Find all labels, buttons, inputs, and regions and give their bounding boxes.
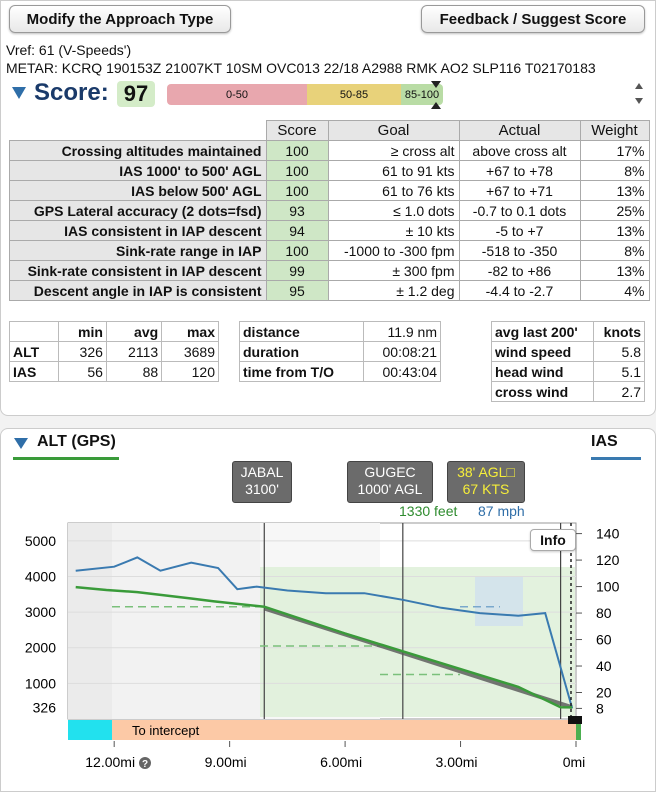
- scroll-down-icon[interactable]: [635, 98, 643, 104]
- gridlines: [68, 540, 576, 684]
- modify-approach-button[interactable]: Modify the Approach Type: [9, 5, 231, 33]
- callout-current: 38' AGL□ 67 KTS: [447, 461, 525, 503]
- header-score: Score: [265, 120, 329, 141]
- speed-window-area: [475, 576, 523, 626]
- table-row: Descent angle in IAP is consistent 95 ± 1.…: [9, 280, 650, 301]
- score-band-low: 0-50: [167, 84, 307, 105]
- table-row: time from T/O 00:43:04: [239, 361, 441, 382]
- y-left-tick: 5000: [25, 533, 56, 549]
- ias-legend-line: [591, 457, 641, 460]
- y-left-tick: 4000: [25, 568, 56, 584]
- alt-readout: 1330 feet: [399, 503, 457, 519]
- y-right-tick: 140: [596, 526, 620, 542]
- cursor-marker: [568, 716, 582, 724]
- y-left-tick: 1000: [25, 675, 56, 691]
- y-right-tick: 80: [596, 605, 612, 621]
- collapse-triangle-icon[interactable]: [12, 87, 26, 99]
- score-table: Score Goal Actual Weight Crossing altitu…: [9, 120, 650, 301]
- y-right-tick: 120: [596, 552, 620, 568]
- y-right-tick: 20: [596, 685, 612, 701]
- score-label: Score:: [34, 79, 109, 106]
- left-axis-label: ALT (GPS): [37, 433, 116, 450]
- x-ticks: 12.00mi 9.00mi 6.00mi 3.00mi 0mi: [85, 741, 585, 770]
- trip-stats-table: distance 11.9 nm duration 00:08:21 time fr…: [239, 321, 441, 382]
- score-value: 97: [117, 81, 155, 107]
- y-right-tick: 8: [596, 700, 604, 716]
- table-row: Sink-rate range in IAP 100 -1000 to -300 f…: [9, 240, 650, 261]
- table-row: IAS consistent in IAP descent 94 ± 10 kts -…: [9, 220, 650, 241]
- right-axis-label: IAS: [591, 433, 618, 450]
- table-row: GPS Lateral accuracy (2 dots=fsd) 93 ≤ 1.0…: [9, 200, 650, 221]
- table-row: ALT 326 2113 3689: [8, 341, 219, 362]
- score-marker-top-icon: [431, 81, 441, 88]
- x-tick: 12.00mi: [85, 754, 135, 770]
- alt-series-line: [75, 585, 573, 709]
- y-left-tick: 3000: [25, 604, 56, 620]
- header-actual: Actual: [458, 120, 581, 141]
- runway-segment: [576, 720, 581, 740]
- table-row: IAS 56 88 120: [8, 361, 219, 382]
- callout-gugec: GUGEC 1000' AGL: [347, 461, 433, 503]
- feedback-button[interactable]: Feedback / Suggest Score: [421, 5, 645, 33]
- x-tick: 9.00mi: [205, 754, 247, 770]
- table-row: wind speed 5.8: [490, 341, 645, 362]
- y-left-tick: 2000: [25, 640, 56, 656]
- y-right-tick: 40: [596, 658, 612, 674]
- header-weight: Weight: [579, 120, 650, 141]
- ias-readout: 87 mph: [478, 503, 525, 519]
- x-tick: 0mi: [563, 754, 586, 770]
- table-row: IAS 1000' to 500' AGL 100 61 to 91 kts +67 …: [9, 160, 650, 181]
- y-left-tick: 326: [33, 699, 57, 715]
- intercept-label: To intercept: [132, 723, 200, 738]
- score-band-mid: 50-85: [307, 84, 401, 105]
- intercept-bar: [68, 720, 576, 740]
- table-row: Sink-rate consistent in IAP descent 99 ± 3…: [9, 260, 650, 281]
- x-tick: 6.00mi: [320, 754, 362, 770]
- table-row: Crossing altitudes maintained 100 ≥ cross …: [9, 140, 650, 161]
- y-right-tick: 100: [596, 579, 620, 595]
- metar-text: METAR: KCRQ 190153Z 21007KT 10SM OVC013 …: [6, 60, 596, 76]
- plot-shade-1: [68, 523, 112, 719]
- plot-shade-2: [112, 523, 260, 719]
- score-marker-bottom-icon: [431, 102, 441, 109]
- scroll-up-icon[interactable]: [635, 83, 643, 89]
- alt-ias-stats-table: min avg max ALT 326 2113 3689 IAS 56 88 120: [8, 321, 219, 382]
- x-tick: 3.00mi: [436, 754, 478, 770]
- score-band-high: 85-100: [401, 84, 443, 105]
- wind-table: avg last 200' knots wind speed 5.8 head wi…: [490, 321, 645, 402]
- help-icon-glyph: ?: [142, 759, 148, 770]
- table-row: cross wind 2.7: [490, 381, 645, 402]
- help-icon[interactable]: [139, 757, 151, 769]
- y-right-ticks: 140 120 100 80 60 40 208: [576, 526, 620, 716]
- info-button[interactable]: Info: [530, 529, 576, 551]
- alt-legend-line: [13, 457, 119, 460]
- callout-jabal: JABAL 3100': [232, 461, 292, 503]
- vref-text: Vref: 61 (V-Speeds'): [6, 42, 132, 58]
- score-panel: Modify the Approach Type Feedback / Sugg…: [0, 0, 656, 416]
- y-left-ticks: 5000 4000 3000 2000 1000 326: [25, 533, 56, 716]
- ias-series-line: [75, 556, 574, 709]
- fix-lines: [112, 523, 562, 719]
- intercept-start-segment: [68, 720, 112, 740]
- y-right-tick: 60: [596, 632, 612, 648]
- collapse-chart-triangle-icon[interactable]: [14, 438, 28, 449]
